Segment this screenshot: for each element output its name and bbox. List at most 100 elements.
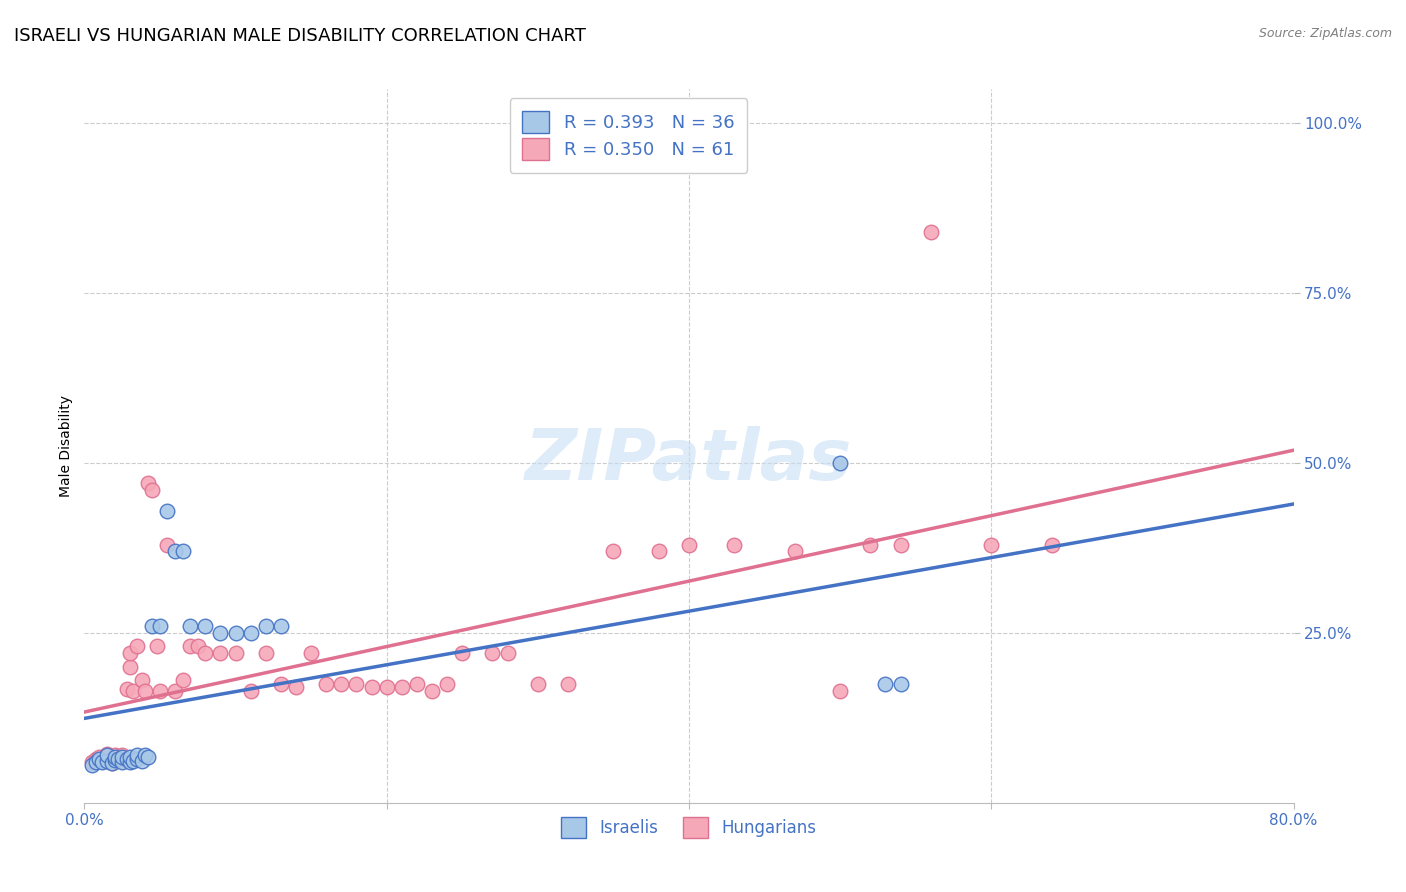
Text: ISRAELI VS HUNGARIAN MALE DISABILITY CORRELATION CHART: ISRAELI VS HUNGARIAN MALE DISABILITY COR… [14, 27, 586, 45]
Point [406, 677, 429, 691]
Point [830, 683, 852, 698]
Point [179, 640, 201, 654]
Point [194, 646, 217, 660]
Legend: Israelis, Hungarians: Israelis, Hungarians [554, 811, 824, 845]
Point [315, 677, 337, 691]
Point [557, 677, 579, 691]
Point [209, 646, 232, 660]
Point [96, 751, 118, 765]
Point [86, 751, 108, 765]
Point [890, 677, 912, 691]
Point [723, 537, 745, 551]
Point [121, 754, 143, 768]
Point [86, 755, 108, 769]
Point [118, 755, 141, 769]
Point [299, 646, 322, 660]
Point [118, 749, 141, 764]
Point [330, 677, 353, 691]
Text: ZIPatlas: ZIPatlas [526, 425, 852, 495]
Point [165, 683, 187, 698]
Point [496, 646, 519, 660]
Point [96, 748, 118, 763]
Point [118, 660, 141, 674]
Point [239, 683, 262, 698]
Point [179, 619, 201, 633]
Point [783, 544, 806, 558]
Point [134, 683, 156, 698]
Point [285, 680, 308, 694]
Point [225, 646, 247, 660]
Point [96, 754, 118, 768]
Point [118, 646, 141, 660]
Point [89, 751, 111, 765]
Point [391, 680, 413, 694]
Point [239, 626, 262, 640]
Point [111, 754, 134, 768]
Point [104, 748, 127, 763]
Point [136, 476, 159, 491]
Point [1040, 537, 1063, 551]
Point [146, 640, 169, 654]
Point [187, 640, 209, 654]
Point [91, 754, 114, 768]
Point [156, 537, 179, 551]
Point [91, 755, 114, 769]
Point [209, 626, 232, 640]
Point [225, 626, 247, 640]
Point [100, 756, 122, 771]
Point [104, 753, 127, 767]
Point [136, 749, 159, 764]
Point [127, 751, 149, 765]
Point [127, 640, 149, 654]
Point [141, 483, 163, 498]
Point [830, 456, 852, 470]
Point [134, 748, 156, 763]
Point [254, 646, 277, 660]
Point [920, 225, 942, 239]
Point [111, 755, 134, 769]
Point [270, 677, 292, 691]
Point [375, 680, 398, 694]
Point [156, 503, 179, 517]
Point [890, 537, 912, 551]
Point [149, 619, 172, 633]
Point [104, 751, 127, 765]
Point [165, 544, 187, 558]
Point [115, 681, 138, 696]
Point [80, 758, 103, 772]
Point [131, 673, 153, 688]
Point [648, 544, 671, 558]
Point [980, 537, 1002, 551]
Text: Source: ZipAtlas.com: Source: ZipAtlas.com [1258, 27, 1392, 40]
Point [111, 749, 134, 764]
Y-axis label: Male Disability: Male Disability [59, 395, 73, 497]
Point [104, 749, 127, 764]
Point [111, 748, 134, 763]
Point [115, 751, 138, 765]
Point [96, 747, 118, 761]
Point [172, 673, 194, 688]
Point [121, 683, 143, 698]
Point [875, 677, 897, 691]
Point [254, 619, 277, 633]
Point [527, 677, 550, 691]
Point [481, 646, 503, 660]
Point [172, 544, 194, 558]
Point [420, 683, 443, 698]
Point [127, 748, 149, 763]
Point [678, 537, 700, 551]
Point [859, 537, 882, 551]
Point [451, 646, 474, 660]
Point [436, 677, 458, 691]
Point [100, 756, 122, 771]
Point [131, 754, 153, 768]
Point [270, 619, 292, 633]
Point [346, 677, 368, 691]
Point [80, 755, 103, 769]
Point [89, 749, 111, 764]
Point [149, 683, 172, 698]
Point [107, 749, 129, 764]
Point [194, 619, 217, 633]
Point [141, 619, 163, 633]
Point [602, 544, 624, 558]
